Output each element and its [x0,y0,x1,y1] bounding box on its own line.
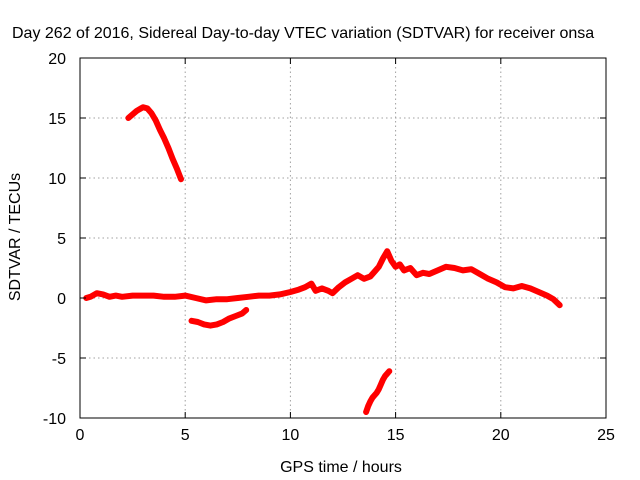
y-tick-label: 5 [57,231,66,248]
x-tick-label: 10 [282,427,300,444]
series-layer [83,104,563,415]
y-tick-label: 10 [48,171,66,188]
y-tick-label: -10 [43,411,66,428]
series-deep-dip [363,368,393,415]
x-tick-label: 0 [76,427,85,444]
x-tick-label: 15 [387,427,405,444]
x-tick-label: 25 [597,427,615,444]
plot-area-border [79,57,607,419]
y-axis-label: SDTVAR / TECUs [7,173,24,301]
series-main-band [83,248,563,309]
x-tick-label: 20 [492,427,510,444]
y-tick-label: 20 [48,51,66,68]
grid-layer [80,58,606,418]
tick-layer [79,57,607,419]
chart-title: Day 262 of 2016, Sidereal Day-to-day VTE… [12,25,594,42]
label-layer: 0 5 10 15 20 25 -10 -5 0 5 10 15 20 [43,51,615,444]
y-tick-label: 15 [48,111,66,128]
x-axis-label: GPS time / hours [280,459,402,476]
y-tick-label: 0 [57,291,66,308]
series-lower-arc [188,307,250,329]
series-upper-arc [125,104,184,183]
y-tick-label: -5 [52,351,66,368]
x-tick-label: 5 [181,427,190,444]
